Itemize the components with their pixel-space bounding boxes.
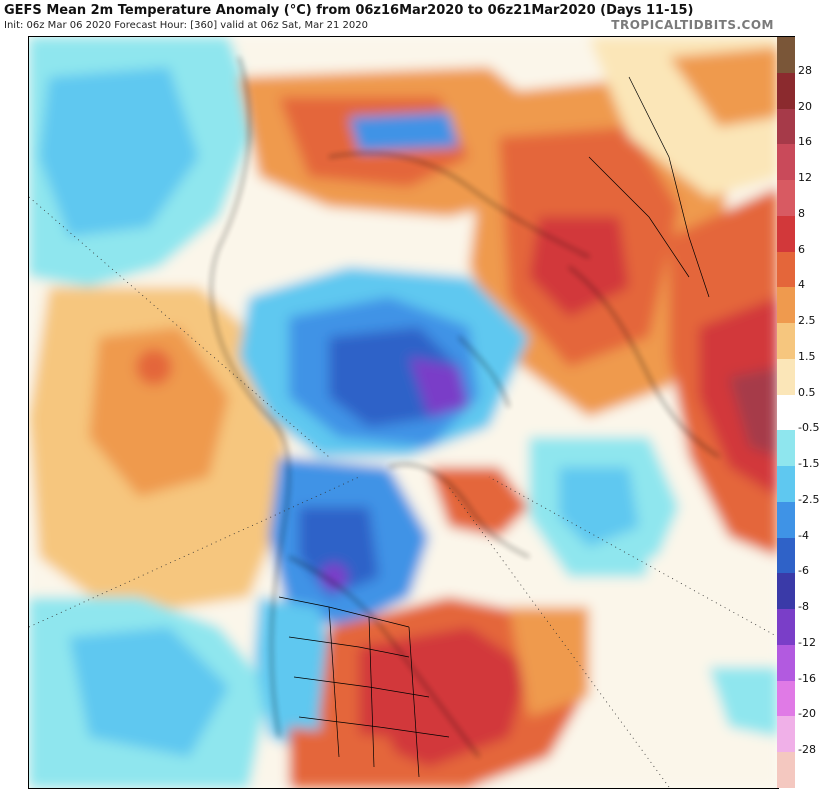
colorbar-cell — [777, 716, 795, 753]
colorbar-label: -1.5 — [798, 457, 819, 471]
colorbar-cell — [777, 430, 795, 467]
colorbar-label: 8 — [798, 206, 805, 220]
colorbar-label: -2.5 — [798, 492, 819, 506]
colorbar-cell — [777, 251, 795, 288]
colorbar-label: 4 — [798, 278, 805, 292]
colorbar-label: 16 — [798, 135, 812, 149]
colorbar-cell — [777, 72, 795, 109]
chart-subtitle: Init: 06z Mar 06 2020 Forecast Hour: [36… — [4, 20, 368, 31]
colorbar-label: -20 — [798, 707, 816, 721]
chart-title: GEFS Mean 2m Temperature Anomaly (°C) fr… — [4, 3, 694, 18]
colorbar-label: -0.5 — [798, 421, 819, 435]
colorbar-label: -8 — [798, 600, 809, 614]
colorbar-cell — [777, 573, 795, 610]
colorbar-cell — [777, 466, 795, 503]
colorbar-cell — [777, 180, 795, 217]
brand-watermark: TROPICALTIDBITS.COM — [611, 18, 774, 32]
colorbar-cell — [777, 37, 795, 74]
colorbar-cell — [777, 644, 795, 682]
colorbar-cell — [777, 358, 795, 396]
colorbar-label: 1.5 — [798, 349, 816, 363]
anomaly-map — [28, 36, 779, 789]
colorbar-label: 2.5 — [798, 314, 816, 328]
map-canvas — [29, 37, 778, 788]
colorbar-label: 12 — [798, 171, 812, 185]
colorbar-label: 0.5 — [798, 385, 816, 399]
colorbar-label: -4 — [798, 528, 809, 542]
colorbar-cell — [777, 609, 795, 646]
colorbar-label: -6 — [798, 564, 809, 578]
colorbar-label: 20 — [798, 99, 812, 113]
graticule — [29, 196, 778, 788]
colorbar-label: 6 — [798, 242, 805, 256]
colorbar-label: -12 — [798, 635, 816, 649]
colorbar-cell — [777, 394, 795, 431]
colorbar-cell — [777, 537, 795, 574]
colorbar-label: -16 — [798, 671, 816, 685]
colorbar-label: -28 — [798, 743, 816, 757]
colorbar-label: 28 — [798, 63, 812, 77]
coastlines — [210, 56, 720, 758]
colorbar-cell — [777, 680, 795, 717]
colorbar-cell — [777, 752, 795, 789]
colorbar — [777, 36, 795, 789]
colorbar-cell — [777, 287, 795, 324]
colorbar-cell — [777, 215, 795, 253]
colorbar-cell — [777, 144, 795, 181]
anomaly-field — [29, 37, 778, 788]
colorbar-cell — [777, 323, 795, 360]
state-borders — [278, 76, 710, 778]
colorbar-cell — [777, 108, 795, 145]
colorbar-cell — [777, 501, 795, 539]
